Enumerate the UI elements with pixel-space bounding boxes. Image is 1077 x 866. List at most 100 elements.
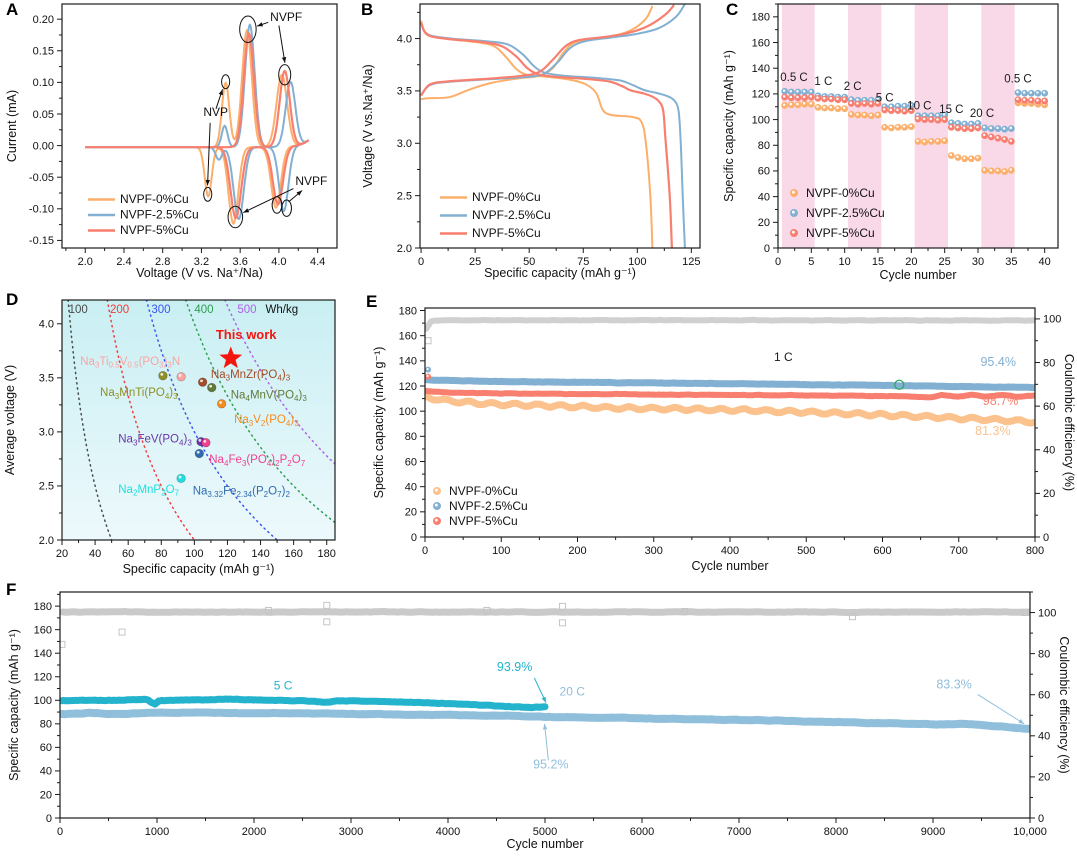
svg-text:5000: 5000 <box>533 826 557 838</box>
svg-text:500: 500 <box>797 545 815 557</box>
svg-text:60: 60 <box>405 456 417 468</box>
svg-text:180: 180 <box>318 548 336 560</box>
svg-text:300: 300 <box>645 545 663 557</box>
svg-text:0.10: 0.10 <box>33 77 54 89</box>
svg-text:140: 140 <box>399 356 417 368</box>
svg-text:40: 40 <box>1039 256 1051 268</box>
svg-text:81.3%: 81.3% <box>975 424 1010 438</box>
svg-text:Cycle number: Cycle number <box>691 559 768 573</box>
svg-text:Na4MnV(PO4)3: Na4MnV(PO4)3 <box>231 389 308 403</box>
svg-text:2.8: 2.8 <box>155 256 170 268</box>
svg-text:98.7%: 98.7% <box>983 394 1018 408</box>
svg-text:Average voltage (V): Average voltage (V) <box>3 365 17 475</box>
svg-text:0: 0 <box>46 813 52 825</box>
svg-text:125: 125 <box>682 256 700 268</box>
svg-text:NVPF: NVPF <box>295 174 327 188</box>
svg-text:100: 100 <box>185 548 203 560</box>
svg-text:Cycle number: Cycle number <box>879 268 956 282</box>
panel-d: D 100 200 300 400 500 Wh/kg Na3Ti0.5V0.5(PO3)3… <box>0 290 355 580</box>
svg-text:NVPF-0%Cu: NVPF-0%Cu <box>120 192 189 206</box>
svg-text:120: 120 <box>399 381 417 393</box>
panel-c-chart: 0.5 C 1 C 2 C 5 C 10 C 15 C 20 C 0.5 C 0 5 10 15 20 2… <box>722 3 1059 282</box>
svg-text:2.5: 2.5 <box>397 190 412 202</box>
svg-text:300: 300 <box>151 304 170 316</box>
svg-text:4.0: 4.0 <box>271 256 286 268</box>
svg-text:400: 400 <box>194 304 213 316</box>
svg-text:This work: This work <box>216 327 277 342</box>
svg-text:Na3MnTi(PO4)3: Na3MnTi(PO4)3 <box>100 387 178 401</box>
svg-text:50: 50 <box>523 256 535 268</box>
svg-text:3.0: 3.0 <box>39 427 54 439</box>
svg-text:15 C: 15 C <box>939 104 963 116</box>
svg-text:100: 100 <box>34 695 52 707</box>
svg-text:1 C: 1 C <box>814 76 832 88</box>
svg-text:Voltage (V vs. Na⁺/Na): Voltage (V vs. Na⁺/Na) <box>136 266 263 280</box>
svg-text:25: 25 <box>939 256 951 268</box>
svg-text:500: 500 <box>237 304 256 316</box>
svg-text:15: 15 <box>872 256 884 268</box>
svg-text:Voltage (V vs.Na⁺/Na): Voltage (V vs.Na⁺/Na) <box>361 64 375 187</box>
svg-text:160: 160 <box>399 330 417 342</box>
svg-text:20: 20 <box>1043 488 1055 500</box>
svg-text:3000: 3000 <box>339 826 363 838</box>
svg-text:140: 140 <box>752 63 770 75</box>
svg-text:20 C: 20 C <box>970 108 994 120</box>
svg-text:0: 0 <box>764 243 770 255</box>
svg-text:10,000: 10,000 <box>1013 826 1047 838</box>
svg-text:5 C: 5 C <box>876 93 894 105</box>
svg-text:80: 80 <box>155 548 167 560</box>
panel-e-letter: E <box>366 292 378 311</box>
svg-text:Wh/kg: Wh/kg <box>266 304 299 316</box>
svg-text:NVPF-2.5%Cu: NVPF-2.5%Cu <box>472 208 551 222</box>
svg-text:80: 80 <box>1038 648 1050 660</box>
svg-text:80: 80 <box>40 719 52 731</box>
svg-text:Cycle number: Cycle number <box>506 837 583 851</box>
svg-text:4.4: 4.4 <box>310 256 325 268</box>
svg-text:Na3FeV(PO4)3: Na3FeV(PO4)3 <box>118 434 192 448</box>
svg-text:60: 60 <box>1038 690 1050 702</box>
svg-text:180: 180 <box>752 12 770 24</box>
svg-text:20: 20 <box>56 548 68 560</box>
svg-text:NVPF-5%Cu: NVPF-5%Cu <box>472 226 541 240</box>
svg-text:NVPF-5%Cu: NVPF-5%Cu <box>120 223 189 237</box>
svg-text:NVPF-5%Cu: NVPF-5%Cu <box>806 226 875 240</box>
svg-text:95.2%: 95.2% <box>533 758 568 772</box>
svg-text:-0.10: -0.10 <box>29 204 54 216</box>
svg-text:Coulombic efficiency (%): Coulombic efficiency (%) <box>1062 354 1076 491</box>
svg-text:Na2MnP2O7: Na2MnP2O7 <box>118 484 179 498</box>
svg-text:1000: 1000 <box>145 826 169 838</box>
svg-text:3.6: 3.6 <box>233 256 248 268</box>
svg-text:80: 80 <box>405 431 417 443</box>
svg-text:6000: 6000 <box>630 826 654 838</box>
svg-text:180: 180 <box>399 305 417 317</box>
svg-text:100: 100 <box>752 114 770 126</box>
svg-text:83.3%: 83.3% <box>936 678 971 692</box>
svg-text:120: 120 <box>34 672 52 684</box>
svg-text:95.4%: 95.4% <box>980 355 1015 369</box>
svg-text:20: 20 <box>905 256 917 268</box>
panel-f-letter: F <box>6 580 17 599</box>
panel-f: F 5 C 93.9% 20 C 95.2% 83.3% 0 1000 2000 3000 400… <box>0 580 1077 866</box>
svg-text:93.9%: 93.9% <box>497 660 532 674</box>
svg-text:600: 600 <box>873 545 891 557</box>
svg-text:0.20: 0.20 <box>33 14 54 26</box>
panel-b-letter: B <box>361 0 374 19</box>
svg-text:120: 120 <box>752 89 770 101</box>
svg-text:100: 100 <box>1038 607 1056 619</box>
svg-text:2 C: 2 C <box>844 81 862 93</box>
svg-text:80: 80 <box>758 140 770 152</box>
svg-text:80: 80 <box>1043 357 1055 369</box>
panel-a: A NVPF NVP NVPF 2.0 2.4 2.8 3.2 3.6 4.0 4.4 -0.15 -… <box>0 0 355 290</box>
svg-text:75: 75 <box>577 256 589 268</box>
panel-c: C 0.5 C 1 C 2 C 5 C 10 C 15 C 20 C 0.5 C 0 5 10 15 2… <box>720 0 1077 290</box>
svg-text:20: 20 <box>40 789 52 801</box>
svg-text:180: 180 <box>34 601 52 613</box>
svg-text:4000: 4000 <box>436 826 460 838</box>
svg-text:100: 100 <box>69 304 88 316</box>
svg-text:120: 120 <box>218 548 236 560</box>
svg-text:3.5: 3.5 <box>39 373 54 385</box>
svg-text:30: 30 <box>972 256 984 268</box>
svg-text:20: 20 <box>758 217 770 229</box>
svg-text:0: 0 <box>422 545 428 557</box>
svg-text:Specific capacity (mAh g⁻¹): Specific capacity (mAh g⁻¹) <box>123 562 275 576</box>
